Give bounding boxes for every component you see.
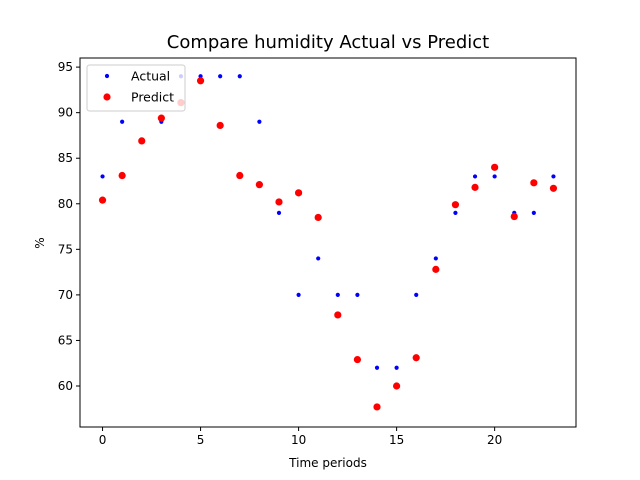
legend-frame bbox=[86, 64, 186, 112]
predict-point bbox=[196, 77, 205, 85]
predict-point bbox=[138, 137, 146, 145]
predict-point bbox=[549, 184, 558, 192]
predict-point bbox=[451, 201, 460, 209]
actual-point bbox=[492, 174, 497, 179]
actual-point bbox=[433, 256, 438, 261]
y-tick-label: 70 bbox=[58, 288, 73, 302]
actual-point bbox=[296, 292, 301, 297]
y-axis-label: % bbox=[33, 237, 47, 248]
actual-point bbox=[100, 174, 105, 179]
y-tick-label: 90 bbox=[58, 106, 73, 120]
series-predict bbox=[98, 77, 558, 411]
actual-point bbox=[355, 292, 360, 297]
predict-point bbox=[98, 196, 107, 204]
predict-point bbox=[412, 354, 420, 362]
legend-label-actual: Actual bbox=[131, 69, 170, 84]
predict-point bbox=[510, 212, 518, 221]
x-tick-label: 5 bbox=[197, 433, 205, 447]
predict-point bbox=[236, 171, 244, 180]
predict-point bbox=[432, 265, 440, 273]
actual-point bbox=[120, 119, 125, 124]
actual-point bbox=[453, 210, 458, 215]
actual-point bbox=[394, 365, 399, 370]
predict-point bbox=[353, 355, 362, 364]
actual-point bbox=[335, 292, 340, 297]
actual-point bbox=[198, 74, 203, 79]
predict-point bbox=[255, 181, 263, 189]
y-tick-label: 75 bbox=[58, 242, 73, 256]
plot-area-frame bbox=[79, 57, 577, 428]
y-tick-label: 95 bbox=[58, 60, 73, 74]
predict-point bbox=[334, 311, 342, 319]
x-tick-label: 0 bbox=[99, 433, 107, 447]
legend: Actual Predict bbox=[86, 64, 186, 112]
predict-point bbox=[216, 121, 224, 130]
predict-point bbox=[118, 171, 126, 180]
y-tick-label: 65 bbox=[58, 333, 73, 347]
y-tick-label: 85 bbox=[58, 151, 73, 165]
x-tick-label: 15 bbox=[389, 433, 404, 447]
x-tick-label: 20 bbox=[487, 433, 502, 447]
y-tick-label: 80 bbox=[58, 197, 73, 211]
x-tick-label: 10 bbox=[291, 433, 306, 447]
predict-point bbox=[373, 403, 381, 411]
actual-point bbox=[276, 210, 282, 215]
actual-point bbox=[374, 365, 380, 370]
actual-point bbox=[414, 292, 419, 297]
actual-point bbox=[237, 74, 242, 79]
predict-point bbox=[393, 382, 401, 390]
legend-label-predict: Predict bbox=[131, 90, 174, 105]
predict-point bbox=[314, 213, 322, 222]
predict-point bbox=[294, 189, 303, 197]
actual-point bbox=[472, 174, 478, 179]
axis-ticks: 0 5 10 15 20 60 65 70 75 80 85 90 95 bbox=[58, 60, 503, 447]
legend-marker-predict bbox=[103, 93, 111, 101]
legend-marker-actual bbox=[104, 73, 110, 79]
y-tick-label: 60 bbox=[58, 379, 73, 393]
predict-point bbox=[471, 183, 479, 191]
data-marks bbox=[98, 74, 558, 411]
predict-point bbox=[491, 163, 499, 171]
predict-point bbox=[275, 198, 283, 206]
actual-point bbox=[257, 119, 262, 124]
predict-point bbox=[530, 179, 538, 187]
x-axis-label: Time periods bbox=[288, 456, 367, 470]
chart-title: Compare humidity Actual vs Predict bbox=[167, 32, 489, 53]
actual-point bbox=[531, 210, 536, 215]
predict-point bbox=[157, 114, 165, 122]
actual-point bbox=[316, 256, 321, 261]
actual-point bbox=[218, 74, 223, 79]
actual-point bbox=[551, 174, 556, 179]
